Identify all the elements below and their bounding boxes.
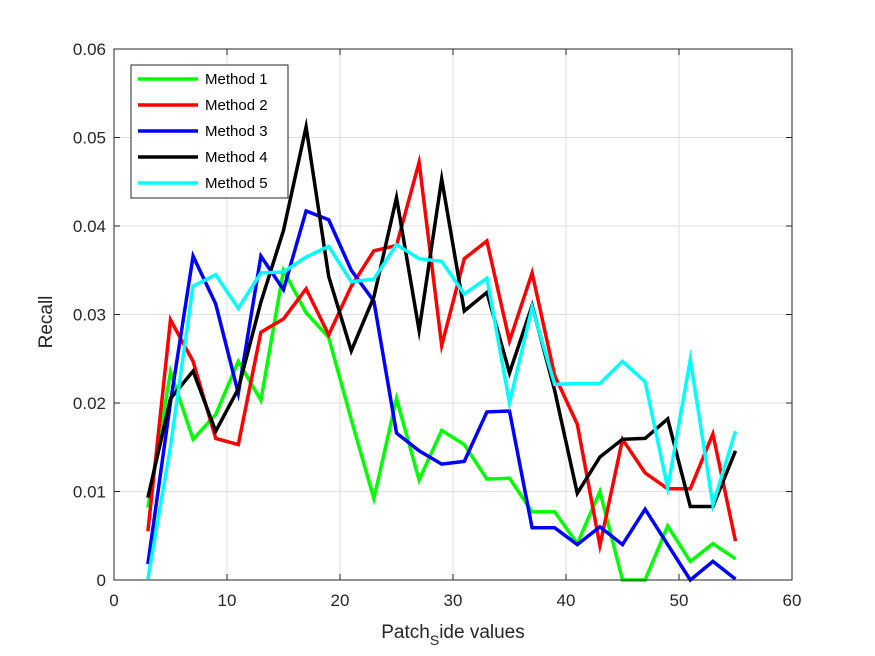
y-tick-label: 0.02 <box>73 394 106 413</box>
x-tick-label: 50 <box>670 591 689 610</box>
legend-label: Method 3 <box>205 123 268 140</box>
series-line-method-4 <box>146 117 738 509</box>
y-tick-label: 0.03 <box>73 306 106 325</box>
y-tick-label: 0.06 <box>73 40 106 59</box>
y-tick-label: 0.04 <box>73 217 106 236</box>
x-tick-label: 0 <box>109 591 118 610</box>
axis-ticks: 0 10 20 30 40 50 60 0 0.01 0.02 0.03 0.04 0.05 0.06 <box>73 40 802 610</box>
series-line-method-5 <box>146 242 738 580</box>
y-axis-label: Recall <box>36 296 57 349</box>
legend-label: Method 5 <box>205 175 268 192</box>
series-lines <box>146 117 738 583</box>
x-tick-label: 20 <box>331 591 350 610</box>
legend-label: Method 1 <box>205 71 268 88</box>
x-tick-label: 40 <box>557 591 576 610</box>
series-line-method-3 <box>146 208 737 583</box>
x-tick-label: 30 <box>444 591 463 610</box>
y-tick-label: 0.05 <box>73 129 106 148</box>
legend: Method 1 Method 2 Method 3 Method 4 Method 5 <box>130 64 289 199</box>
legend-label: Method 2 <box>205 97 268 114</box>
x-axis-label-subscript: S <box>430 632 439 648</box>
x-tick-label: 10 <box>218 591 237 610</box>
x-axis-label: PatchSide values <box>381 622 525 648</box>
x-axis-label-main: Patch <box>381 622 430 643</box>
x-axis-label-rest: ide values <box>439 622 525 643</box>
y-tick-label: 0 <box>97 571 106 590</box>
series-line-method-2 <box>146 153 738 555</box>
y-tick-label: 0.01 <box>73 483 106 502</box>
legend-label: Method 4 <box>205 149 268 166</box>
x-tick-label: 60 <box>783 591 802 610</box>
